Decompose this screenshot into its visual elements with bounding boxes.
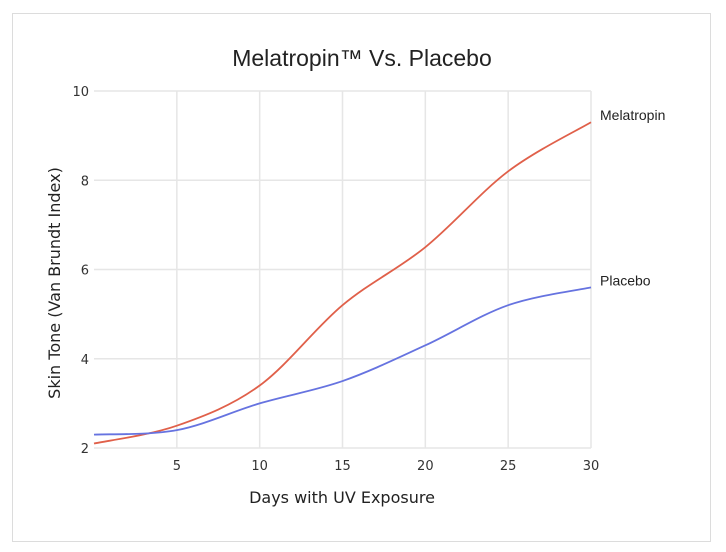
y-tick-label: 4 [81,353,89,368]
x-tick-label: 10 [251,459,268,474]
series-line-placebo [93,286,592,436]
chart-title: Melatropin™ Vs. Placebo [232,45,492,71]
series-label-melatropin: Melatropin [600,107,665,123]
y-tick-label: 6 [81,264,89,279]
x-tick-label: 25 [500,459,517,474]
grid [94,90,592,449]
series-label-placebo: Placebo [600,272,651,288]
x-tick-label: 20 [417,459,434,474]
y-axis-label: Skin Tone (Van Brundt Index) [45,167,64,399]
series-lines [93,121,592,445]
x-tick-label: 5 [173,459,181,474]
x-tick-label: 30 [583,459,600,474]
series-line-melatropin [93,121,592,445]
x-axis-ticks: 5 10 15 20 25 30 [173,459,600,474]
series-labels: Melatropin Placebo [600,107,665,288]
chart-frame [12,13,711,542]
x-axis-label: Days with UV Exposure [249,488,435,507]
y-axis-ticks: 2 4 6 8 10 [72,85,89,457]
y-tick-label: 8 [81,174,89,189]
x-tick-label: 15 [334,459,351,474]
y-tick-label: 2 [81,442,89,457]
y-tick-label: 10 [72,85,89,100]
